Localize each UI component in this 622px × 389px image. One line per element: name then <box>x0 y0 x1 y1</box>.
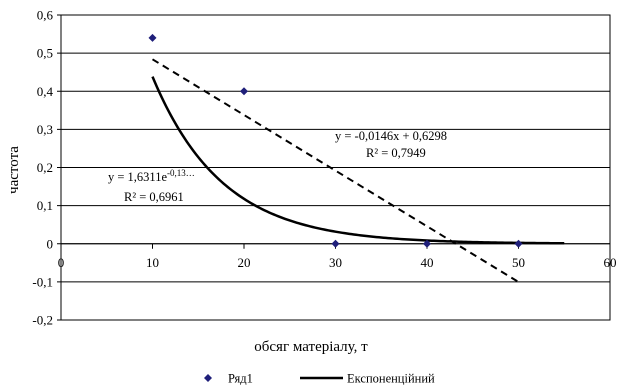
y-tick-label: 0,1 <box>37 198 53 213</box>
y-tick-label: -0,1 <box>32 274 53 289</box>
linear-equation-label: y = -0,0146x + 0,6298 <box>335 129 447 143</box>
y-tick-label: -0,2 <box>32 313 53 328</box>
linear-r2-label: R² = 0,7949 <box>366 146 426 160</box>
y-axis-title: частота <box>6 146 22 194</box>
data-point <box>148 33 157 42</box>
exponential-equation-exponent: -0,13… <box>167 168 195 178</box>
y-tick-label: 0,2 <box>37 160 53 175</box>
data-point <box>331 239 340 248</box>
data-point <box>423 239 431 248</box>
y-tick-label: 0,5 <box>37 46 53 61</box>
exponential-equation-label: y = 1,6311e-0,13… <box>108 168 195 184</box>
x-tick-label: 60 <box>604 255 617 270</box>
x-axis-title: обсяг матеріалу, т <box>254 339 368 355</box>
exponential-r2-label: R² = 0,6961 <box>124 190 184 204</box>
x-tick-label: 40 <box>421 255 434 270</box>
y-tick-label: 0,4 <box>37 84 54 99</box>
legend-label-trendline: Експоненційний <box>347 372 435 386</box>
y-tick-label: 0,3 <box>37 122 53 137</box>
x-tick-label: 20 <box>238 255 251 270</box>
exponential-trendline <box>151 76 565 245</box>
legend-label-series: Ряд1 <box>228 372 253 386</box>
x-tick-label: 30 <box>329 255 342 270</box>
x-tick-label: 0 <box>58 255 65 270</box>
exponential-equation-base: y = 1,6311e <box>108 170 167 184</box>
x-tick-label: 10 <box>146 255 159 270</box>
legend-marker-series <box>204 374 212 382</box>
y-tick-label: 0 <box>47 236 54 251</box>
data-point <box>514 239 523 248</box>
y-tick-label: 0,6 <box>37 8 54 23</box>
x-tick-label: 50 <box>512 255 525 270</box>
data-point <box>240 87 248 96</box>
